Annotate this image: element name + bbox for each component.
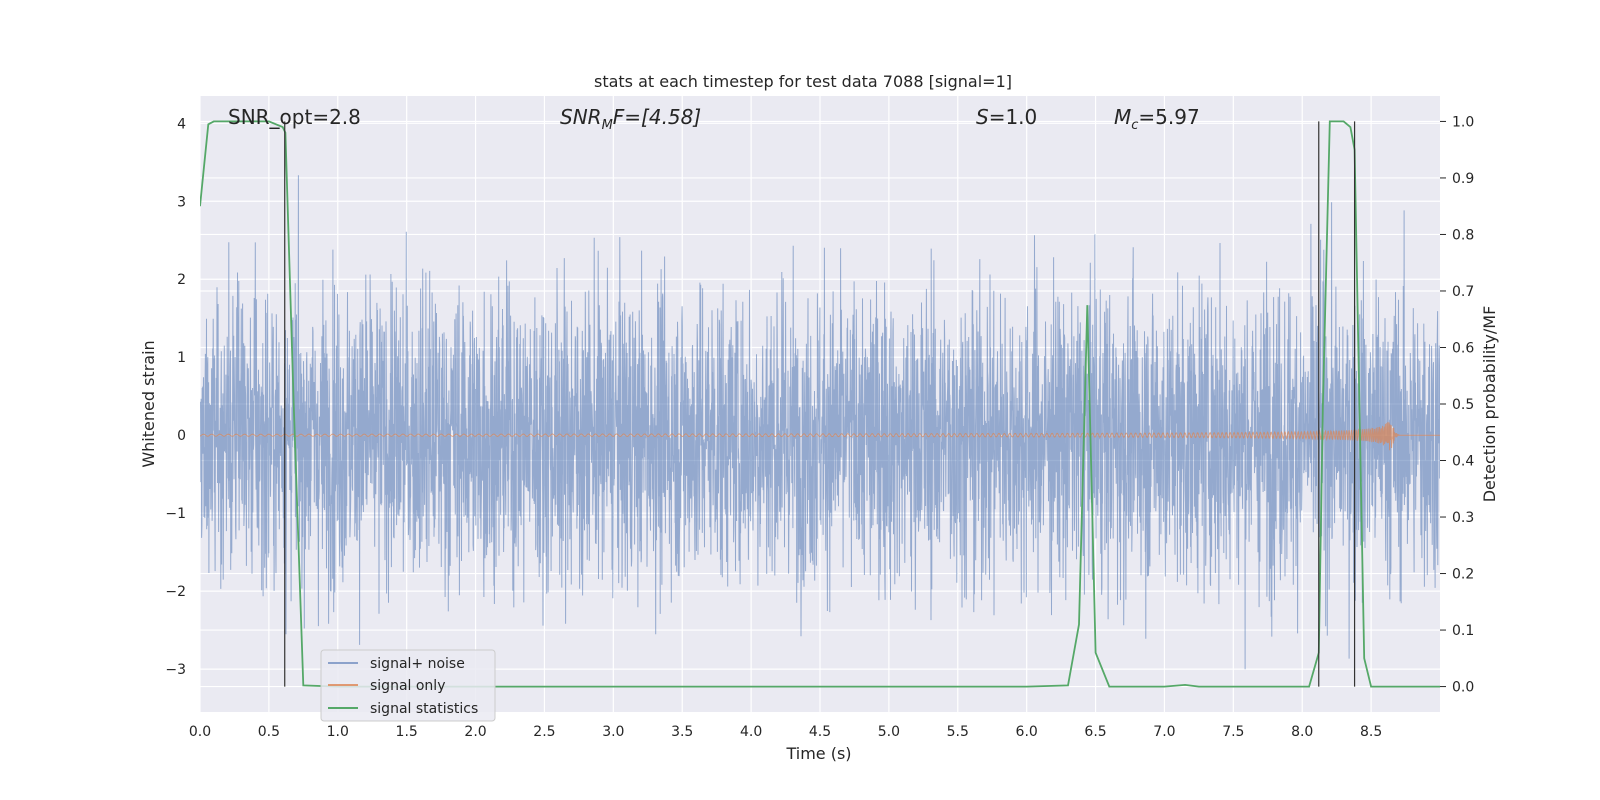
left-y-tick-label: −1 xyxy=(165,506,186,522)
x-tick-label: 6.5 xyxy=(1084,724,1106,740)
annotation-s-main: S xyxy=(976,105,989,129)
x-tick-label: 6.0 xyxy=(1016,724,1038,740)
left-y-tick-label: −2 xyxy=(165,584,186,600)
annotation-mc-tail: =5.97 xyxy=(1138,105,1199,129)
annotation-s-tail: =1.0 xyxy=(989,105,1038,129)
right-y-tick-label: 0.8 xyxy=(1452,227,1474,243)
right-y-tick-label: 1.0 xyxy=(1452,114,1474,130)
annotation-snr-mf: SNRMF=[4.58] xyxy=(560,105,701,133)
annotation-snr-mf-sub: M xyxy=(602,118,613,133)
left-y-tick-label: 1 xyxy=(177,350,186,366)
annotation-mc-main: M xyxy=(1114,105,1131,129)
x-tick-label: 2.0 xyxy=(464,724,486,740)
x-tick-label: 1.0 xyxy=(327,724,349,740)
right-y-tick-label: 0.4 xyxy=(1452,454,1474,470)
left-y-axis-ticks: 4 3 2 1 0 −1 −2 −3 xyxy=(165,116,186,678)
series-line-signal-noise xyxy=(200,175,1440,670)
x-tick-label: 4.5 xyxy=(809,724,831,740)
annotation-mc-sub: c xyxy=(1131,118,1138,133)
right-y-tick-label: 0.2 xyxy=(1452,567,1474,583)
legend-label-signal-noise: signal+ noise xyxy=(370,656,465,672)
x-axis-label: Time (s) xyxy=(785,744,851,763)
left-y-tick-label: 3 xyxy=(177,194,186,210)
x-tick-label: 5.0 xyxy=(878,724,900,740)
right-y-tick-label: 0.9 xyxy=(1452,171,1474,187)
right-y-tick-label: 0.1 xyxy=(1452,623,1474,639)
legend-label-signal-only: signal only xyxy=(370,678,445,694)
left-y-tick-label: 0 xyxy=(177,428,186,444)
x-tick-label: 7.0 xyxy=(1153,724,1175,740)
right-y-tick-label: 0.0 xyxy=(1452,680,1474,696)
right-y-tick-label: 0.6 xyxy=(1452,340,1474,356)
x-tick-label: 7.5 xyxy=(1222,724,1244,740)
legend-box xyxy=(320,649,496,722)
legend-label-signal-statistics: signal statistics xyxy=(370,701,478,717)
right-y-tick-label: 0.7 xyxy=(1452,284,1474,300)
annotation-snr-opt: SNR_opt=2.8 xyxy=(228,105,361,129)
annotation-snr-mf-main: SNR xyxy=(560,105,602,129)
x-tick-label: 2.5 xyxy=(533,724,555,740)
chart-title: stats at each timestep for test data 708… xyxy=(594,72,1012,91)
x-tick-label: 3.5 xyxy=(671,724,693,740)
right-y-tick-label: 0.3 xyxy=(1452,510,1474,526)
left-y-tick-label: −3 xyxy=(165,662,186,678)
annotation-mc: Mc=5.97 xyxy=(1114,105,1200,133)
x-tick-label: 3.0 xyxy=(602,724,624,740)
annotation-s: S=1.0 xyxy=(976,105,1037,129)
x-tick-label: 1.5 xyxy=(396,724,418,740)
left-y-tick-label: 2 xyxy=(177,272,186,288)
left-y-tick-label: 4 xyxy=(177,116,186,132)
x-tick-label: 8.5 xyxy=(1360,724,1382,740)
vertical-markers xyxy=(284,121,1356,687)
x-tick-label: 5.5 xyxy=(947,724,969,740)
series-line-signal-only xyxy=(200,421,1440,451)
x-tick-label: 0.5 xyxy=(258,724,280,740)
right-y-axis-label: Detection probability/MF xyxy=(1480,306,1499,503)
legend: signal+ noise signal only signal statist… xyxy=(320,649,496,722)
x-axis-ticks: 0.0 0.5 1.0 1.5 2.0 2.5 3.0 3.5 4.0 4.5 5.0 5.5 6.0 6… xyxy=(189,724,1382,740)
left-y-axis-label: Whitened strain xyxy=(139,340,158,467)
annotation-snr-mf-tail: F=[4.58] xyxy=(613,105,701,129)
series-line-signal-statistics xyxy=(200,120,1440,688)
x-tick-label: 4.0 xyxy=(740,724,762,740)
right-y-tick-label: 0.5 xyxy=(1452,397,1474,413)
x-tick-label: 0.0 xyxy=(189,724,211,740)
right-y-axis-ticks: 1.0 0.9 0.8 0.7 0.6 0.5 0.4 0.3 0.2 0.1 0.0 xyxy=(1440,114,1474,696)
x-tick-label: 8.0 xyxy=(1291,724,1313,740)
